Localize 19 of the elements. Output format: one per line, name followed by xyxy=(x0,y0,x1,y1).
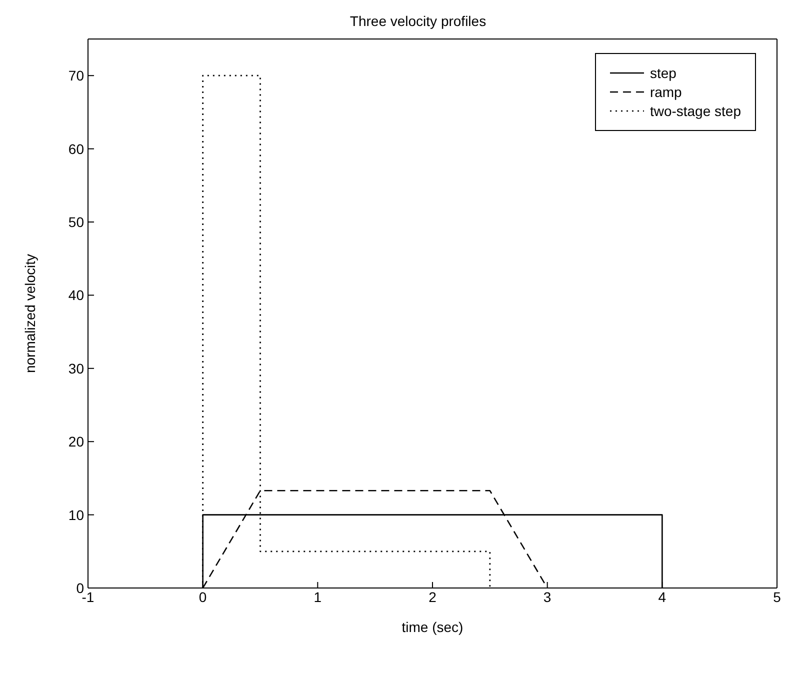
x-tick-label: 0 xyxy=(198,588,207,605)
y-tick-label: 10 xyxy=(68,506,84,523)
x-tick-label: 4 xyxy=(658,588,666,605)
y-tick-label: 60 xyxy=(68,140,84,157)
y-tick-label: 20 xyxy=(68,434,84,450)
y-tick-label: 70 xyxy=(68,68,84,84)
y-tick-label: 50 xyxy=(68,214,84,230)
x-tick-label: 5 xyxy=(773,588,782,605)
x-tick-label: 1 xyxy=(314,588,322,605)
y-tick-label: 40 xyxy=(68,287,84,304)
legend-label: two-stage step xyxy=(650,103,741,119)
y-axis-title: normalized velocity xyxy=(22,254,38,374)
x-axis-title: time (sec) xyxy=(402,619,464,635)
x-tick-label: 3 xyxy=(543,588,552,605)
legend-label: step xyxy=(650,65,676,81)
y-tick-label: 30 xyxy=(68,360,84,376)
legend-label: ramp xyxy=(650,84,682,100)
chart-title: Three velocity profiles xyxy=(350,13,486,29)
x-tick-label: 2 xyxy=(428,588,437,605)
